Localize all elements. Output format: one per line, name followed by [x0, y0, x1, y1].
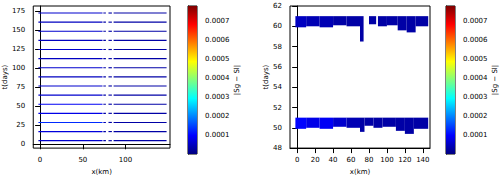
svg-text:0.0006: 0.0006 [205, 36, 230, 44]
svg-text:0.0005: 0.0005 [463, 55, 488, 63]
svg-text:60: 60 [347, 156, 356, 164]
svg-text:0.0002: 0.0002 [205, 112, 230, 120]
svg-text:0.0001: 0.0001 [463, 131, 488, 139]
svg-text:0.0007: 0.0007 [463, 17, 488, 25]
svg-text:0.0003: 0.0003 [205, 93, 230, 101]
svg-text:20: 20 [311, 156, 320, 164]
svg-text:0.0004: 0.0004 [205, 74, 230, 82]
svg-text:100: 100 [12, 64, 25, 72]
svg-text:0.0007: 0.0007 [205, 17, 230, 25]
svg-text:40: 40 [329, 156, 338, 164]
svg-text:t(days): t(days) [262, 64, 270, 89]
svg-text:80: 80 [365, 156, 374, 164]
svg-text:50: 50 [16, 102, 25, 110]
svg-text:50: 50 [78, 156, 87, 164]
svg-text:0.0001: 0.0001 [205, 131, 230, 139]
svg-text:60: 60 [273, 22, 282, 30]
svg-text:0.0006: 0.0006 [463, 36, 488, 44]
svg-text:48: 48 [273, 144, 282, 152]
svg-text:75: 75 [16, 83, 25, 91]
svg-text:140: 140 [416, 156, 429, 164]
svg-text:50: 50 [273, 124, 282, 132]
svg-text:52: 52 [273, 104, 282, 112]
svg-text:0.0002: 0.0002 [463, 112, 488, 120]
svg-text:100: 100 [119, 156, 132, 164]
svg-text:100: 100 [380, 156, 393, 164]
svg-text:150: 150 [12, 26, 25, 34]
svg-text:x(km): x(km) [350, 168, 371, 176]
svg-text:0.0003: 0.0003 [463, 93, 488, 101]
svg-text:56: 56 [273, 63, 282, 71]
svg-text:|Sg − Sl|: |Sg − Sl| [233, 65, 241, 95]
svg-text:62: 62 [273, 2, 282, 10]
svg-text:0.0005: 0.0005 [205, 55, 230, 63]
svg-text:t(days): t(days) [1, 64, 9, 89]
svg-text:175: 175 [12, 7, 25, 15]
svg-text:0.0004: 0.0004 [463, 74, 488, 82]
svg-text:54: 54 [273, 83, 282, 91]
svg-text:0: 0 [21, 140, 25, 148]
svg-text:120: 120 [398, 156, 411, 164]
svg-text:58: 58 [273, 43, 282, 51]
svg-text:0: 0 [295, 156, 299, 164]
svg-text:25: 25 [16, 121, 25, 129]
svg-text:125: 125 [12, 45, 25, 53]
svg-text:0: 0 [38, 156, 42, 164]
svg-text:x(km): x(km) [91, 168, 112, 176]
svg-text:|Sg − Sl|: |Sg − Sl| [491, 65, 499, 95]
